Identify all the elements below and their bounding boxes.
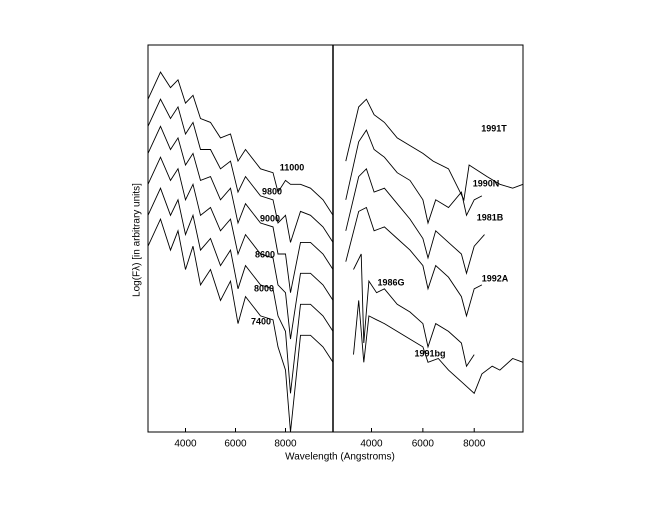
x-axis-label: Wavelength (Angstroms) bbox=[285, 452, 395, 463]
spectrum-line bbox=[147, 187, 334, 394]
series-label: 1992A bbox=[482, 273, 509, 283]
series-label: 1991bg bbox=[414, 348, 445, 358]
spectrum-line bbox=[147, 71, 334, 216]
y-axis-label: Log(Fλ) [in arbitrary units] bbox=[132, 183, 143, 297]
spectrum-line bbox=[353, 300, 524, 395]
series-label: 1990N bbox=[473, 178, 500, 188]
x-tick-label: 8000 bbox=[463, 439, 486, 450]
x-tick-label: 6000 bbox=[412, 439, 435, 450]
spectrum-line bbox=[345, 167, 485, 276]
series-label: 11000 bbox=[280, 162, 305, 172]
spectrum-line bbox=[345, 98, 524, 202]
series-label: 8000 bbox=[254, 283, 274, 293]
series-label: 9000 bbox=[260, 213, 280, 223]
series-label: 1991T bbox=[481, 123, 507, 133]
spectrum-line bbox=[147, 125, 334, 293]
x-tick-label: 4000 bbox=[360, 439, 383, 450]
spectrum-line bbox=[147, 98, 334, 243]
series-label: 9800 bbox=[262, 186, 282, 196]
spectrum-line bbox=[147, 217, 334, 433]
series-label: 7400 bbox=[251, 316, 271, 326]
x-tick-label: 4000 bbox=[174, 439, 197, 450]
series-label: 8600 bbox=[255, 249, 275, 259]
x-tick-label: 6000 bbox=[224, 439, 247, 450]
spectrum-line bbox=[353, 253, 475, 368]
spectrum-line bbox=[345, 206, 483, 318]
series-label: 1986G bbox=[377, 277, 404, 287]
series-label: 1981B bbox=[477, 212, 504, 222]
x-tick-label: 8000 bbox=[274, 439, 297, 450]
spectrum-line bbox=[147, 156, 334, 340]
spectrum-line bbox=[345, 129, 483, 225]
plot-frame bbox=[147, 44, 524, 433]
